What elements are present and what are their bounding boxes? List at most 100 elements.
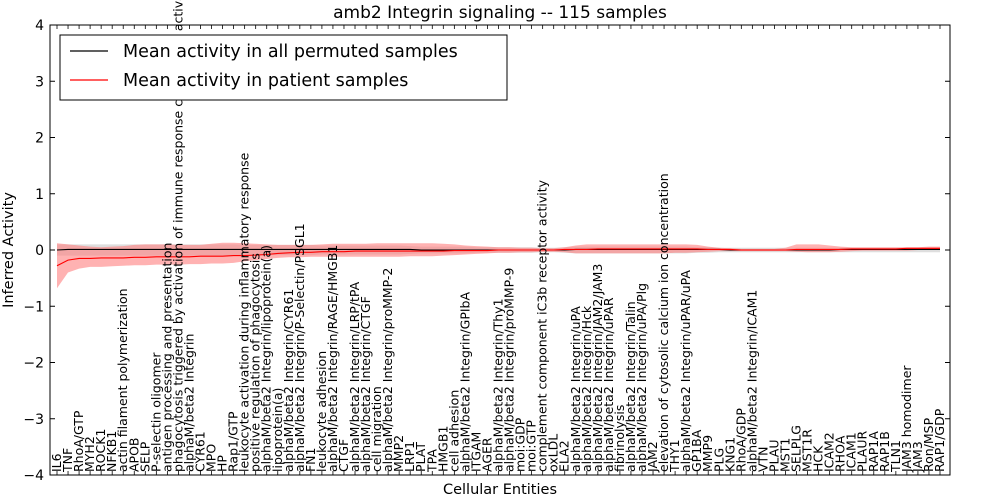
entity-label: cell migration: [369, 386, 384, 472]
entity-label: alphaM/beta2 Integrin/uPAR/uPA: [678, 270, 693, 472]
entity-label: MYH2: [82, 436, 97, 472]
entity-label: P-selectin oligomer: [148, 352, 163, 472]
entity-label: MPO: [204, 444, 219, 472]
entity-label: alphaM/beta2 Integrin/lipoprotein(a): [259, 245, 274, 472]
entity-label: NFKB1: [104, 431, 119, 472]
entity-label: alphaM/beta2 Integrin/JAM2/JAM3: [590, 264, 605, 472]
entity-label: alphaM/beta2 Integrin/proMMP-9: [502, 268, 517, 472]
band-patient: [57, 242, 940, 289]
entity-label: alphaM/beta2 Integrin/GPIbA: [457, 292, 472, 472]
entity-label: VTN: [755, 446, 770, 472]
x-axis-title: Cellular Entities: [443, 482, 557, 498]
entity-label: alphaM/beta2 Integrin/CYR61: [281, 289, 296, 472]
entity-label: HMGB1: [435, 426, 450, 472]
legend: Mean activity in all permuted samples Me…: [59, 34, 508, 101]
entity-label: Rap1/GTP: [226, 411, 241, 472]
entity-label: MST1R: [800, 429, 815, 472]
entity-label: lipoprotein(a): [270, 388, 285, 472]
entity-label: KNG1: [722, 437, 737, 472]
entity-label: ICAM2: [822, 432, 837, 472]
series-lines: [56, 247, 940, 267]
entity-label: alphaM/beta2 Integrin/CTGF: [358, 296, 373, 472]
y-tick-label: −2: [23, 356, 44, 372]
entity-label: PLAT: [413, 442, 428, 472]
entity-label: PLAUR: [855, 431, 870, 472]
entity-label: alphaM/beta2 Integrin/Hck: [579, 305, 594, 472]
entity-label: cell adhesion: [446, 390, 461, 472]
entity-label: leukocyte adhesion: [314, 351, 329, 472]
entity-label: GP1BA: [689, 429, 704, 472]
entity-label: RHOA: [833, 435, 848, 472]
entity-label: alphaM/beta2 Integrin/Thy1: [491, 298, 506, 472]
y-tick-label: 3: [35, 74, 44, 90]
entity-label: FN1: [303, 448, 318, 473]
entity-label: alphaM/beta2 Integrin/RAGE/HMGB1: [325, 245, 340, 472]
axis-ticks: 4 3 2 1 0 −1 −2 −3 −4: [23, 18, 950, 484]
entity-label: elevation of cytosolic calcium ion conce…: [656, 173, 671, 472]
entity-label: TPA: [424, 449, 439, 473]
entity-label: RAP1A: [866, 431, 881, 472]
y-tick-label: −3: [23, 412, 44, 428]
entity-label: CTGF: [336, 439, 351, 472]
entity-label: alphaM/beta2 Integrin/uPA/Plg: [634, 283, 649, 472]
entity-label: CYR61: [192, 431, 207, 472]
entity-label: RhoA/GDP: [733, 408, 748, 472]
entity-label: ICAM1: [844, 432, 859, 472]
series-line-patient: [56, 247, 940, 267]
entity-label: RAP1B: [877, 431, 892, 472]
entity-label: PLAU: [766, 440, 781, 473]
plot-frame: [49, 24, 951, 476]
y-tick-label: 4: [35, 18, 44, 34]
legend-box: [59, 34, 508, 101]
entity-label: Ron/MSP: [921, 417, 936, 472]
y-tick-label: 1: [35, 187, 44, 203]
entity-label: fibrinolysis: [612, 405, 627, 472]
entity-label: APOB: [126, 437, 141, 472]
entity-label: complement component iC3b receptor activ…: [535, 179, 550, 472]
entity-label: MST1: [777, 438, 792, 472]
entity-label: alphaM/beta2 Integrin/ICAM1: [744, 290, 759, 472]
entity-label: actin filament polymerization: [115, 288, 130, 472]
chart-title: amb2 Integrin signaling -- 115 samples: [333, 3, 667, 23]
entity-label: oxLDL: [546, 434, 561, 472]
entity-label: alphaM/beta2 Integrin/uPAR: [601, 297, 616, 472]
entity-label: alphaM/beta2 Integrin/LRP/tPA: [347, 281, 362, 472]
entity-label: SELPLG: [789, 425, 804, 472]
entity-label: ROCK1: [93, 429, 108, 472]
y-tick-label: 2: [35, 131, 44, 147]
y-tick-label: −4: [23, 468, 44, 484]
legend-patient-label: Mean activity in patient samples: [123, 71, 408, 91]
entity-label: SELP: [137, 441, 152, 472]
entity-label: RAP1/GDP: [932, 408, 947, 472]
entity-label: TNF: [60, 448, 75, 473]
entity-label: THY1: [667, 439, 682, 473]
legend-permuted-label: Mean activity in all permuted samples: [123, 42, 458, 62]
entity-label: JAM3 homodimer: [899, 365, 914, 473]
entity-label: JAM2: [645, 441, 660, 473]
entity-label: alphaM/beta2 Integrin/uPA: [568, 306, 583, 472]
entity-label: JAM3: [910, 441, 925, 473]
y-tick-label: 0: [35, 243, 44, 259]
entity-label: moi:GTP: [524, 420, 539, 472]
entity-label: AGER: [479, 437, 494, 472]
entity-label: MMP2: [391, 435, 406, 472]
entity-label: MMP9: [700, 435, 715, 472]
entity-label: alphaM/beta2 Integrin/P-Selectin/PSGL1: [292, 223, 307, 472]
y-tick-label: −1: [23, 299, 44, 315]
entity-label: moi:GDP: [513, 417, 528, 472]
entity-label: IL6: [49, 453, 64, 472]
entity-label: alphaM/beta2 Integrin/proMMP-2: [380, 268, 395, 472]
entity-label: RhoA/GTP: [71, 410, 86, 472]
entity-label: HCK: [811, 445, 826, 472]
entity-label: alphaM/beta2 Integrin/Talin: [623, 301, 638, 472]
entity-label: positive regulation of phagocytosis: [248, 253, 263, 472]
entity-label: leukocyte activation during inflammatory…: [237, 152, 252, 472]
entity-label: HP: [215, 455, 230, 472]
entity-label: ITGAM: [468, 432, 483, 472]
entity-label: antigen processing and presentation: [159, 243, 174, 472]
entity-label: phagocytosis triggered by activation of …: [170, 0, 185, 472]
entity-label: TLN1: [888, 440, 903, 473]
entity-label: LRP1: [402, 441, 417, 472]
